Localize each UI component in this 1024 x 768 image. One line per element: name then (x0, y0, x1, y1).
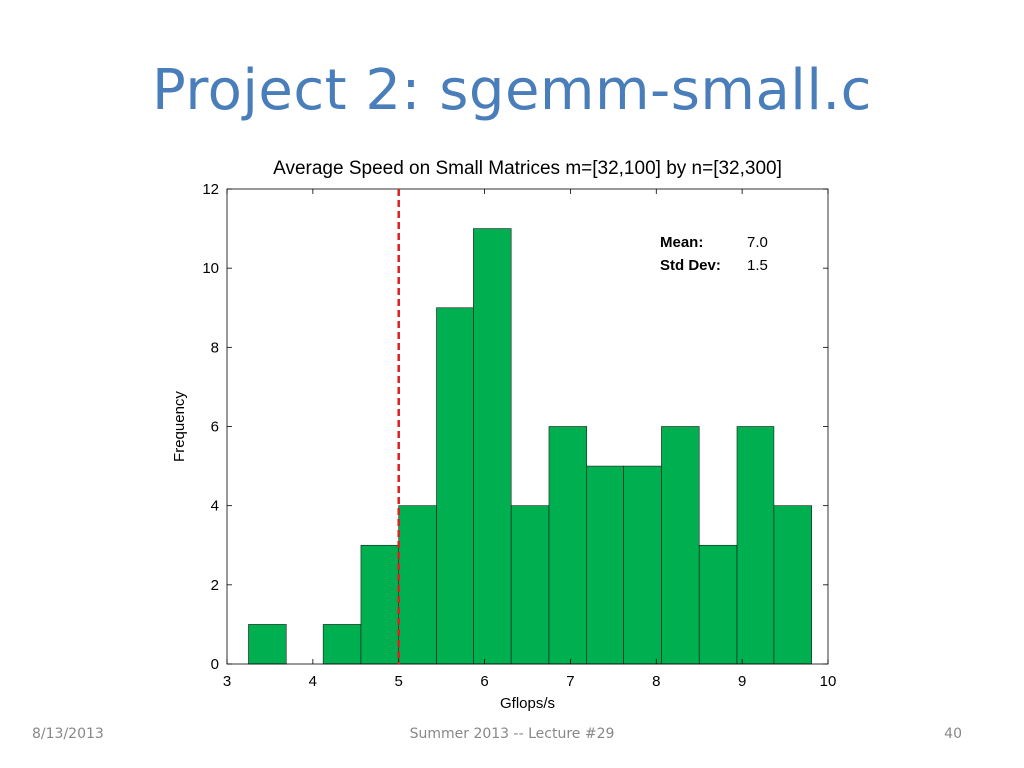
x-tick-label: 6 (480, 673, 488, 690)
y-tick-label: 4 (211, 498, 219, 515)
histogram-bar (436, 307, 474, 665)
footer-page-number: 40 (944, 726, 962, 742)
histogram-bar (510, 505, 550, 665)
histogram-bar (548, 426, 588, 665)
chart-title: Average Speed on Small Matrices m=[32,10… (273, 158, 782, 179)
x-axis-label: Gflops/s (500, 695, 555, 712)
stats-label: Std Dev: (660, 257, 721, 274)
y-tick-label: 6 (211, 419, 219, 436)
stats-value: 7.0 (747, 234, 768, 251)
histogram-bar (661, 426, 700, 665)
histogram-bar (360, 544, 400, 665)
y-tick-label: 2 (211, 577, 219, 594)
x-tick-label: 7 (566, 673, 574, 690)
x-tick-label: 8 (652, 673, 660, 690)
histogram-bar (773, 505, 812, 665)
stats-label: Mean: (660, 234, 703, 251)
footer-lecture: Summer 2013 -- Lecture #29 (409, 726, 615, 742)
slide-title: Project 2: sgemm-small.c (152, 58, 872, 123)
y-tick-label: 10 (202, 260, 219, 277)
footer-date: 8/13/2013 (32, 726, 104, 742)
stats-value: 1.5 (747, 257, 768, 274)
histogram-bar (623, 465, 662, 665)
histogram-bar (698, 544, 738, 665)
histogram-bar (398, 505, 437, 665)
y-tick-label: 0 (211, 656, 219, 673)
histogram-bar (248, 624, 287, 665)
y-tick-label: 12 (202, 181, 219, 198)
x-tick-label: 9 (738, 673, 746, 690)
histogram-bar (586, 465, 624, 665)
y-axis-label: Frequency (171, 391, 188, 462)
histogram-bar (473, 228, 512, 665)
x-tick-label: 10 (820, 673, 837, 690)
histogram-bar (322, 624, 362, 665)
y-tick-label: 8 (211, 339, 219, 356)
x-tick-label: 4 (309, 673, 317, 690)
x-tick-label: 3 (223, 673, 231, 690)
x-tick-label: 5 (395, 673, 403, 690)
histogram-bar (736, 426, 775, 665)
